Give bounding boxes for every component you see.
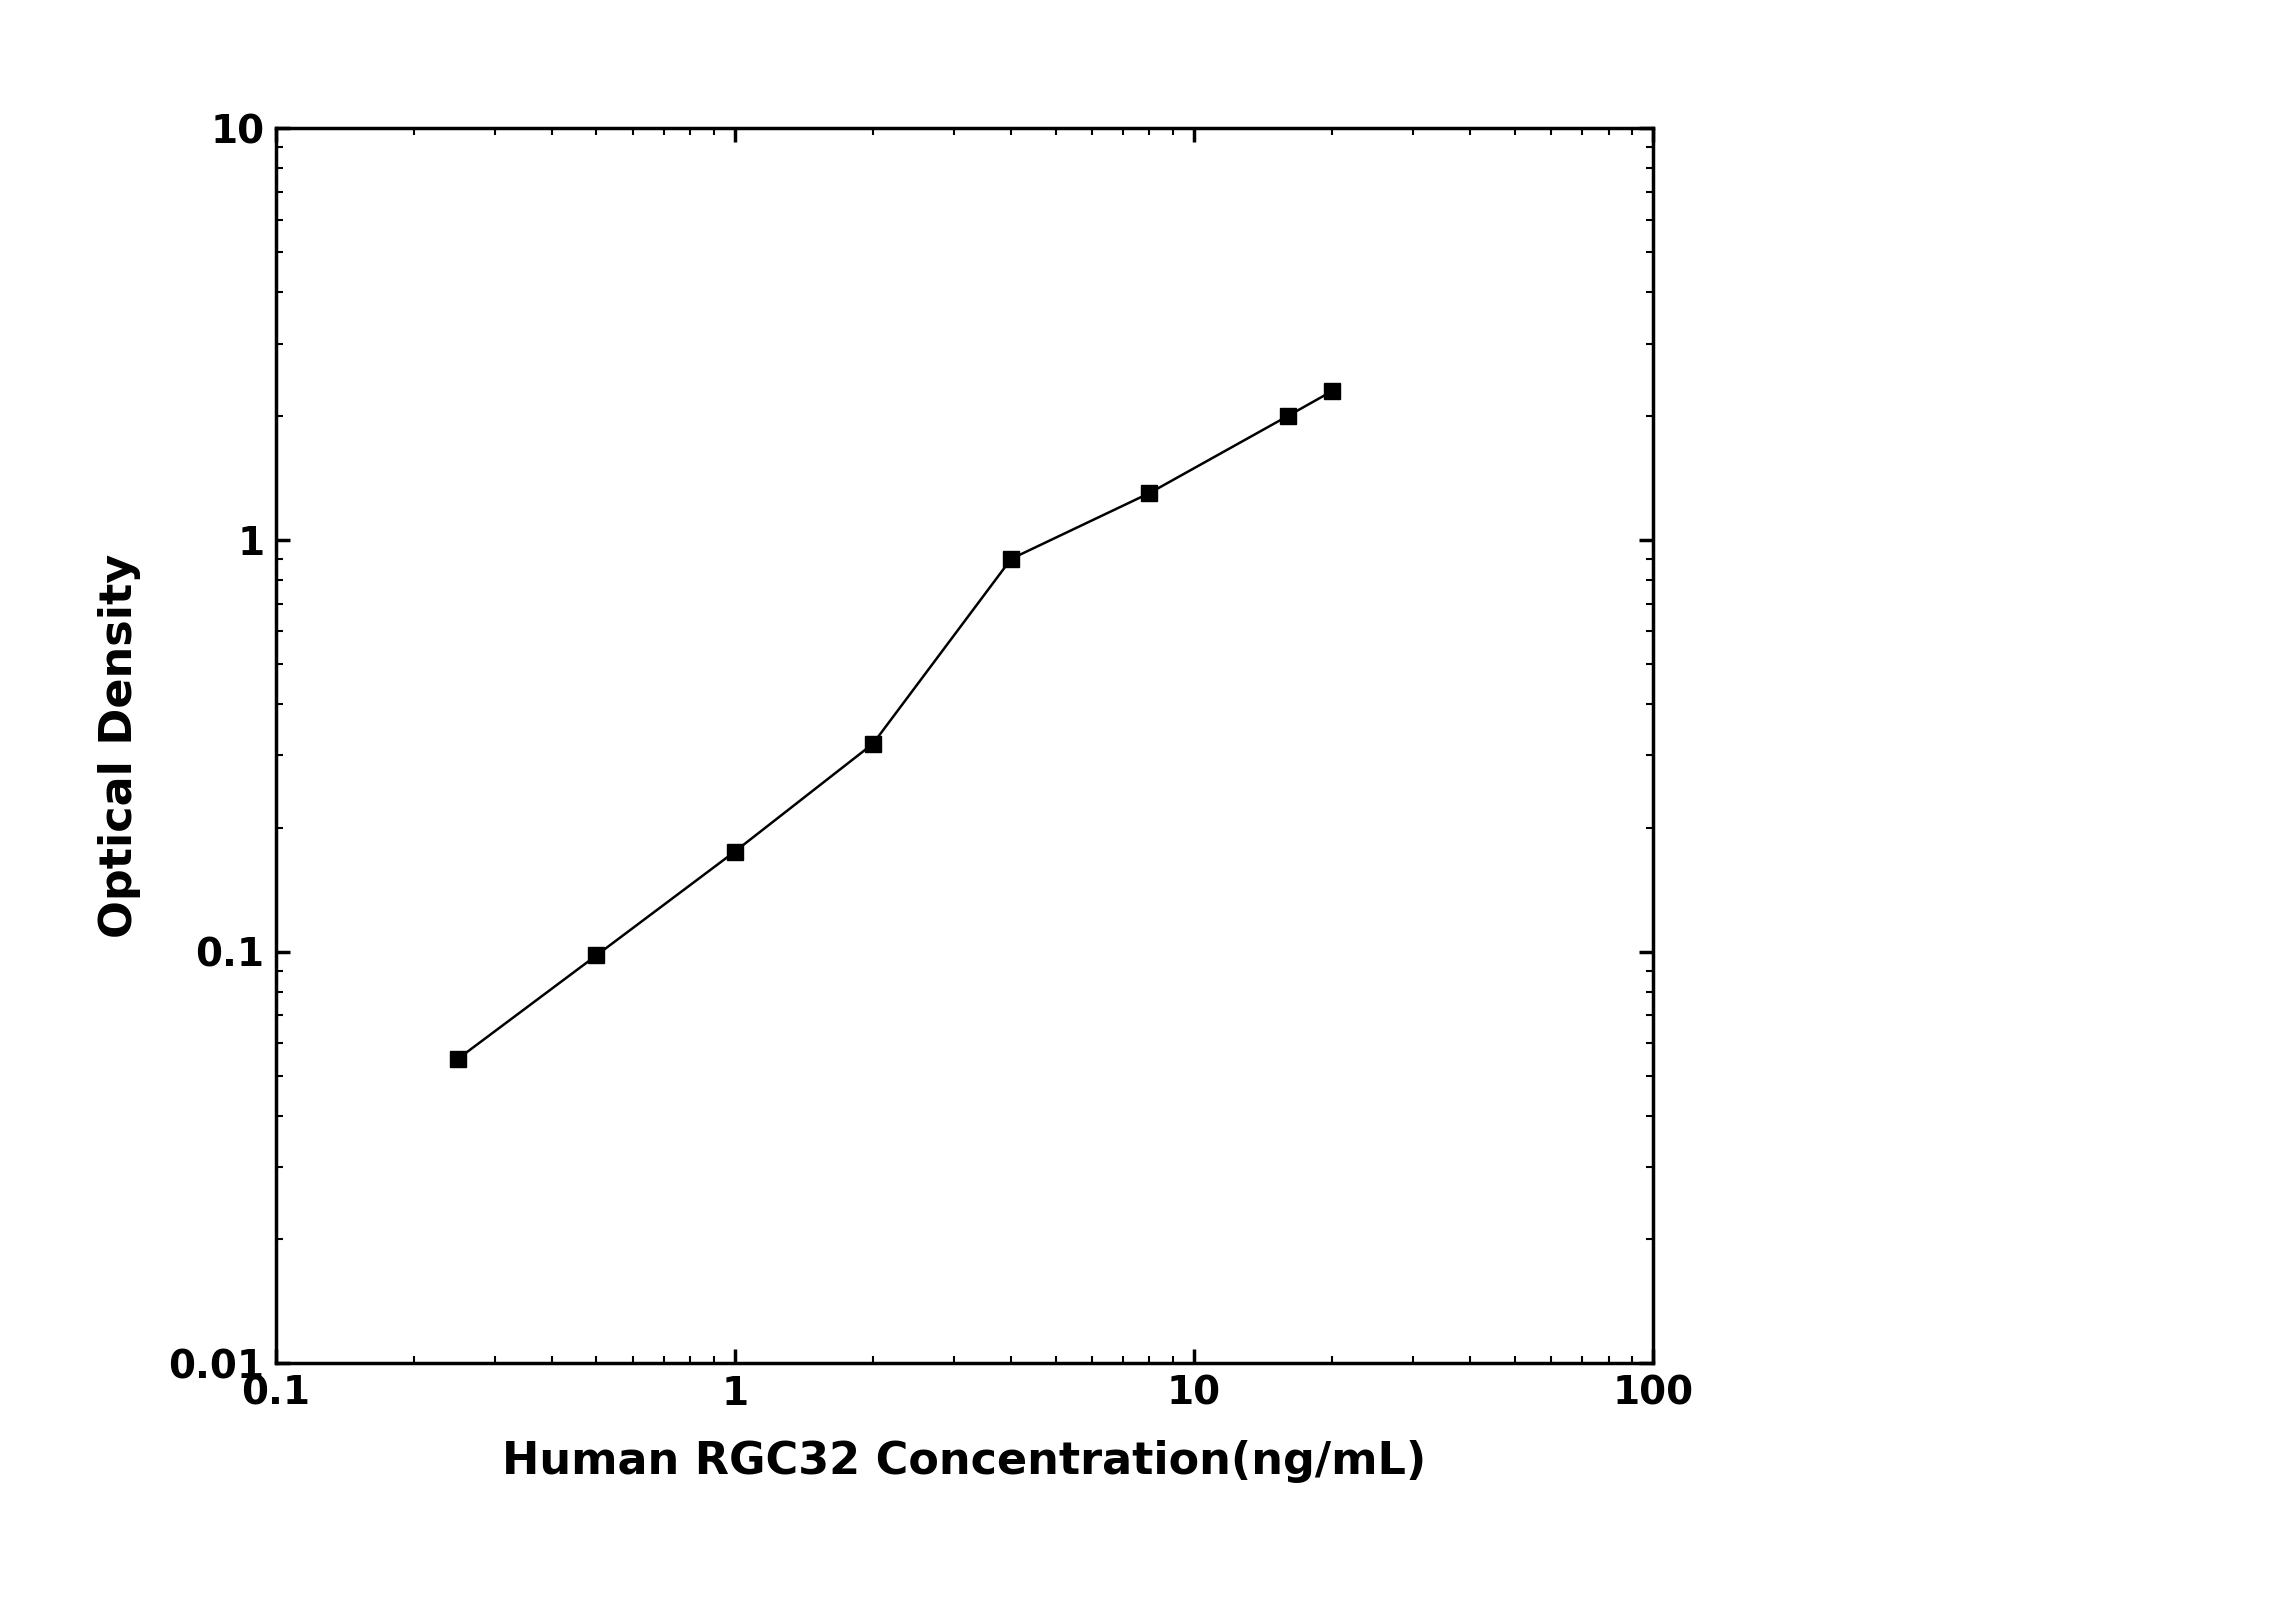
X-axis label: Human RGC32 Concentration(ng/mL): Human RGC32 Concentration(ng/mL) xyxy=(503,1440,1426,1484)
Y-axis label: Optical Density: Optical Density xyxy=(99,553,140,938)
